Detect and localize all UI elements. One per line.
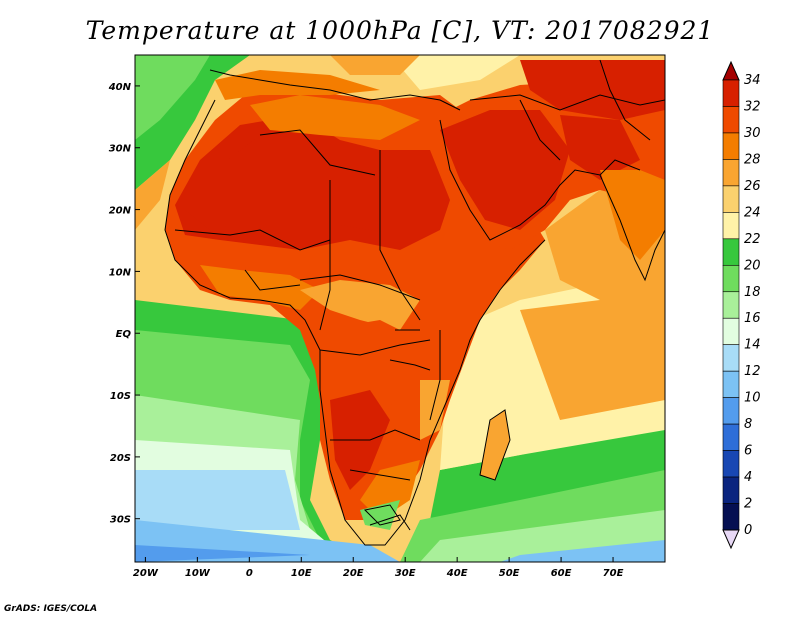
colorbar-level-label: 14 xyxy=(744,338,761,353)
lon-tick-label: 0 xyxy=(246,568,253,579)
colorbar-level-label: 2 xyxy=(744,497,752,512)
plot-frame xyxy=(134,54,666,563)
colorbar-swatch xyxy=(722,212,740,240)
colorbar-level-label: 18 xyxy=(744,285,761,300)
coastlines xyxy=(164,59,665,546)
temperature-field xyxy=(135,55,665,562)
colorbar-swatch xyxy=(722,238,740,266)
longitude-ticks: 20W 10W 0 10E 20E 30E 40E 50E 60E 70E xyxy=(133,557,624,579)
lon-tick-label: 60E xyxy=(551,568,572,579)
colorbar-level-label: 22 xyxy=(744,232,761,247)
lon-tick-label: 10E xyxy=(291,568,312,579)
lat-tick-label: 40N xyxy=(108,82,132,93)
colorbar-swatch xyxy=(722,132,740,160)
colorbar-swatch xyxy=(722,476,740,504)
lat-tick-label: 30N xyxy=(109,144,132,155)
lon-tick-label: 70E xyxy=(603,568,624,579)
colorbar-level-label: 20 xyxy=(744,258,761,273)
colorbar-swatch xyxy=(722,450,740,478)
colorbar-level-label: 6 xyxy=(744,444,752,459)
colorbar-level-label: 4 xyxy=(744,470,752,485)
colorbar-level-label: 12 xyxy=(744,364,761,379)
colorbar-swatch xyxy=(722,106,740,134)
colorbar-level-label: 24 xyxy=(744,205,761,220)
lat-tick-label: 20S xyxy=(110,453,131,464)
lon-tick-label: 30E xyxy=(395,568,416,579)
lon-tick-label: 40E xyxy=(446,568,468,579)
lat-tick-label: 20N xyxy=(109,206,132,217)
colorbar-top-arrow xyxy=(722,60,740,81)
lat-tick-label: EQ xyxy=(116,329,132,340)
lat-tick-label: 10N xyxy=(109,267,132,278)
colorbar-swatch xyxy=(722,503,740,531)
colorbar-swatch xyxy=(722,79,740,107)
colorbar-level-label: 10 xyxy=(744,391,761,406)
colorbar-level-label: 16 xyxy=(744,311,761,326)
colorbar-swatch xyxy=(722,370,740,398)
credit-text: GrADS: IGES/COLA xyxy=(4,604,98,614)
colorbar-swatch xyxy=(722,397,740,425)
colorbar-swatch xyxy=(722,291,740,319)
colorbar-swatch xyxy=(722,344,740,372)
colorbar-bottom-arrow xyxy=(722,529,740,550)
colorbar-level-label: 34 xyxy=(744,73,761,88)
lon-tick-label: 20W xyxy=(133,568,159,579)
colorbar-level-label: 8 xyxy=(744,417,752,432)
colorbar-level-label: 28 xyxy=(744,152,761,167)
map-title: Temperature at 1000hPa [C], VT: 20170829… xyxy=(85,16,715,45)
colorbar-swatch xyxy=(722,264,740,293)
lon-tick-label: 50E xyxy=(499,568,520,579)
colorbar-swatch xyxy=(722,317,740,346)
lon-tick-label: 10W xyxy=(185,568,211,579)
colorbar-swatch xyxy=(722,423,740,451)
lat-tick-label: 30S xyxy=(110,515,131,526)
colorbar-swatch xyxy=(722,185,740,213)
colorbar-swatch xyxy=(722,159,740,187)
lon-tick-label: 20E xyxy=(343,568,364,579)
latitude-ticks: 40N 30N 20N 10N EQ 10S 20S 30S xyxy=(108,82,140,526)
colorbar-level-label: 0 xyxy=(744,523,752,538)
lat-tick-label: 10S xyxy=(110,391,131,402)
colorbar-level-label: 32 xyxy=(744,99,761,114)
colorbar-level-label: 26 xyxy=(744,179,761,194)
colorbar-level-label: 30 xyxy=(744,126,761,141)
